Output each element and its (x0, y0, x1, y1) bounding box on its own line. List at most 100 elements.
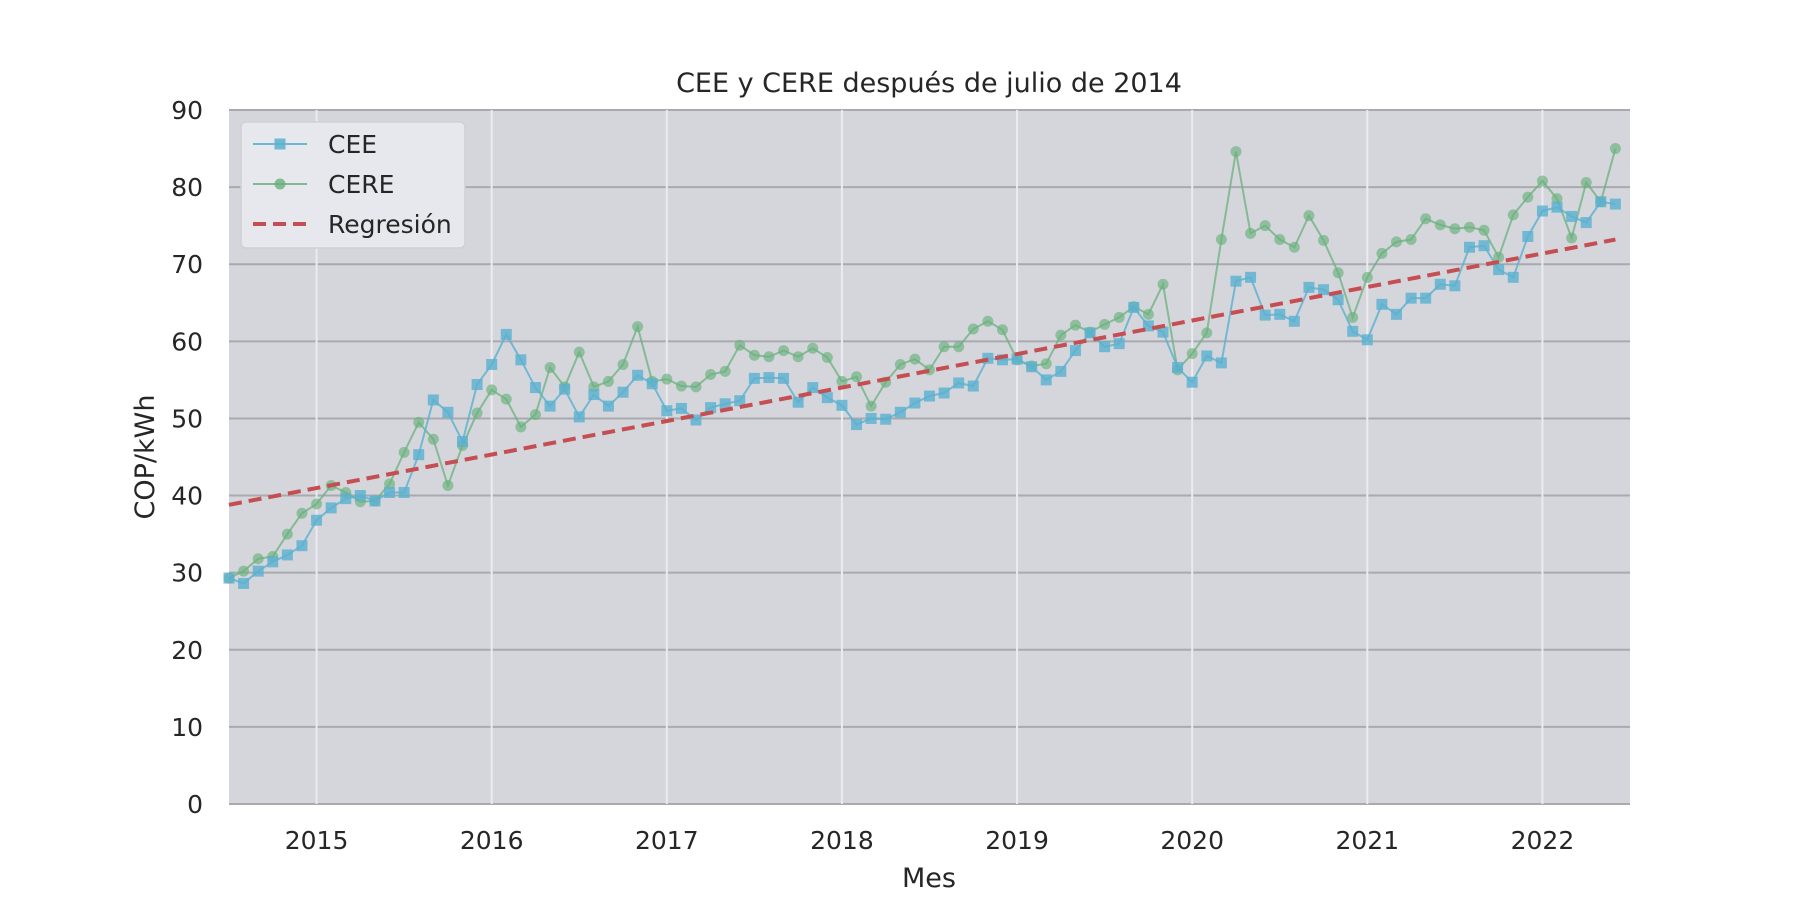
cee-point (1536, 205, 1548, 217)
cere-point (1536, 175, 1548, 187)
x-tick-label: 2015 (285, 826, 349, 855)
cere-point (1113, 311, 1125, 323)
cere-point (544, 362, 556, 374)
cee-point (1069, 345, 1081, 357)
cee-point (1376, 298, 1388, 310)
cee-point (544, 400, 556, 412)
cee-point (559, 383, 571, 395)
cere-point (1405, 234, 1417, 246)
cee-point (588, 389, 600, 401)
x-tick-label: 2018 (810, 826, 874, 855)
cee-point (1580, 217, 1592, 229)
cee-point (1463, 241, 1475, 253)
cee-point (500, 328, 512, 340)
cee-point (529, 382, 541, 394)
cee-point (967, 380, 979, 392)
cere-point (1434, 219, 1446, 231)
cee-point (894, 406, 906, 418)
cee-point (1566, 210, 1578, 222)
cere-point (1288, 241, 1300, 253)
cere-point (1157, 278, 1169, 290)
cere-point (1303, 210, 1315, 222)
cee-point (427, 394, 439, 406)
cee-point (705, 402, 717, 414)
y-tick-label: 60 (171, 327, 203, 356)
y-tick-label: 10 (171, 713, 203, 742)
cere-point (1580, 176, 1592, 188)
y-tick-label: 30 (171, 559, 203, 588)
cere-point (1142, 308, 1154, 320)
cee-point (938, 387, 950, 399)
cee-point (675, 402, 687, 414)
cee-point (996, 354, 1008, 366)
cee-point (1347, 325, 1359, 337)
cee-point (1230, 275, 1242, 287)
legend: CEE CERE Regresión (240, 121, 466, 249)
cee-point (1172, 362, 1184, 374)
cee-point (792, 396, 804, 408)
cee-point (1055, 365, 1067, 377)
x-tick-label: 2021 (1336, 826, 1400, 855)
cere-point (792, 351, 804, 363)
cere-point (1099, 318, 1111, 330)
cere-point (675, 380, 687, 392)
cee-point (1215, 357, 1227, 369)
y-tick-label: 20 (171, 636, 203, 665)
cere-point (573, 346, 585, 358)
cee-point (1288, 315, 1300, 327)
cee-point (1595, 196, 1607, 208)
cere-point (690, 381, 702, 393)
cere-point (1551, 193, 1563, 205)
y-tick-label: 50 (171, 404, 203, 433)
cere-point (982, 315, 994, 327)
cere-point (413, 416, 425, 428)
cee-point (1507, 271, 1519, 283)
cee-point (953, 377, 965, 389)
cere-point (953, 341, 965, 353)
cere-point (1463, 221, 1475, 233)
cee-point (573, 411, 585, 423)
legend-cere-marker (274, 178, 286, 190)
cee-point (1026, 361, 1038, 373)
cee-point (865, 412, 877, 424)
cee-point (646, 378, 658, 390)
cere-point (851, 371, 863, 383)
cee-point (1449, 280, 1461, 292)
cee-point (602, 400, 614, 412)
cere-point (252, 553, 264, 565)
cee-point (909, 397, 921, 409)
cee-point (398, 486, 410, 498)
cee-point (1245, 271, 1257, 283)
cee-point (325, 502, 337, 514)
cere-point (1318, 234, 1330, 246)
cere-point (238, 565, 250, 577)
cee-point (1303, 281, 1315, 293)
cere-point (384, 478, 396, 490)
x-tick-labels: 2015 2016 2017 2018 2019 2020 2021 2022 (285, 826, 1575, 855)
x-axis-label: Mes (902, 863, 956, 894)
cee-point (617, 386, 629, 398)
cee-point (1142, 320, 1154, 332)
cee-point (924, 390, 935, 402)
y-tick-label: 90 (171, 96, 203, 125)
cere-point (967, 323, 979, 335)
cere-point (996, 324, 1008, 336)
cere-point (486, 384, 498, 396)
cee-point (281, 549, 293, 561)
x-tick-label: 2020 (1160, 826, 1224, 855)
cere-point (529, 409, 541, 421)
cere-point (427, 433, 439, 445)
cee-point (1274, 308, 1286, 320)
cere-point (1609, 143, 1621, 155)
cee-point (1318, 284, 1330, 296)
cee-point (778, 372, 790, 384)
cere-point (1493, 251, 1505, 263)
cee-point (1113, 338, 1125, 350)
cee-point (471, 379, 483, 391)
cee-point (880, 413, 892, 425)
cere-point (1215, 234, 1227, 246)
cee-point (296, 540, 308, 552)
cee-point (632, 369, 644, 381)
cere-point (763, 351, 775, 363)
